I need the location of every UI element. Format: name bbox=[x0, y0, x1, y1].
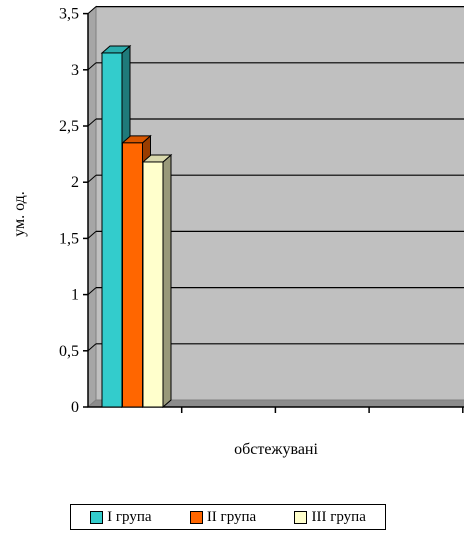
y-tick-label-7: 3,5 bbox=[59, 6, 79, 23]
gridline-side-5 bbox=[87, 118, 97, 127]
bar-front-2 bbox=[122, 142, 143, 408]
legend-label-3: ІІІ група bbox=[311, 508, 366, 525]
legend-swatch-1 bbox=[90, 510, 104, 524]
y-tick-label-2: 1 bbox=[71, 287, 79, 304]
y-axis-label: ум. од. bbox=[11, 191, 28, 237]
gridline-side-6 bbox=[87, 62, 97, 71]
legend-item-1: І група bbox=[90, 508, 152, 526]
legend-label-1: І група bbox=[107, 508, 152, 525]
y-tick-label-1: 0,5 bbox=[59, 343, 79, 360]
legend-swatch-2 bbox=[189, 510, 203, 524]
gridline-side-7 bbox=[87, 6, 97, 14]
legend-item-3: ІІІ група bbox=[294, 508, 366, 526]
gridline-side-3 bbox=[87, 231, 97, 239]
y-tick-label-6: 3 bbox=[71, 62, 79, 79]
gridline-side-1 bbox=[87, 343, 97, 352]
bar-side-3 bbox=[162, 153, 172, 409]
y-tick-label-4: 2 bbox=[71, 174, 79, 191]
y-tick-label-0: 0 bbox=[71, 399, 79, 416]
x-axis-label: обстежувані bbox=[234, 441, 318, 458]
bar-front-1 bbox=[101, 52, 123, 408]
y-tick-label-3: 1,5 bbox=[59, 230, 79, 247]
y-tick-label-5: 2,5 bbox=[59, 118, 79, 135]
gridline-side-2 bbox=[87, 287, 97, 295]
bar-front-3 bbox=[142, 161, 164, 408]
legend-label-2: ІІ група bbox=[206, 508, 257, 525]
legend-item-2: ІІ група bbox=[189, 508, 257, 526]
bar-series-3 bbox=[141, 153, 173, 409]
gridline-side-4 bbox=[87, 174, 97, 183]
legend: І група ІІ група ІІІ група bbox=[70, 504, 386, 530]
legend-swatch-3 bbox=[294, 510, 308, 524]
